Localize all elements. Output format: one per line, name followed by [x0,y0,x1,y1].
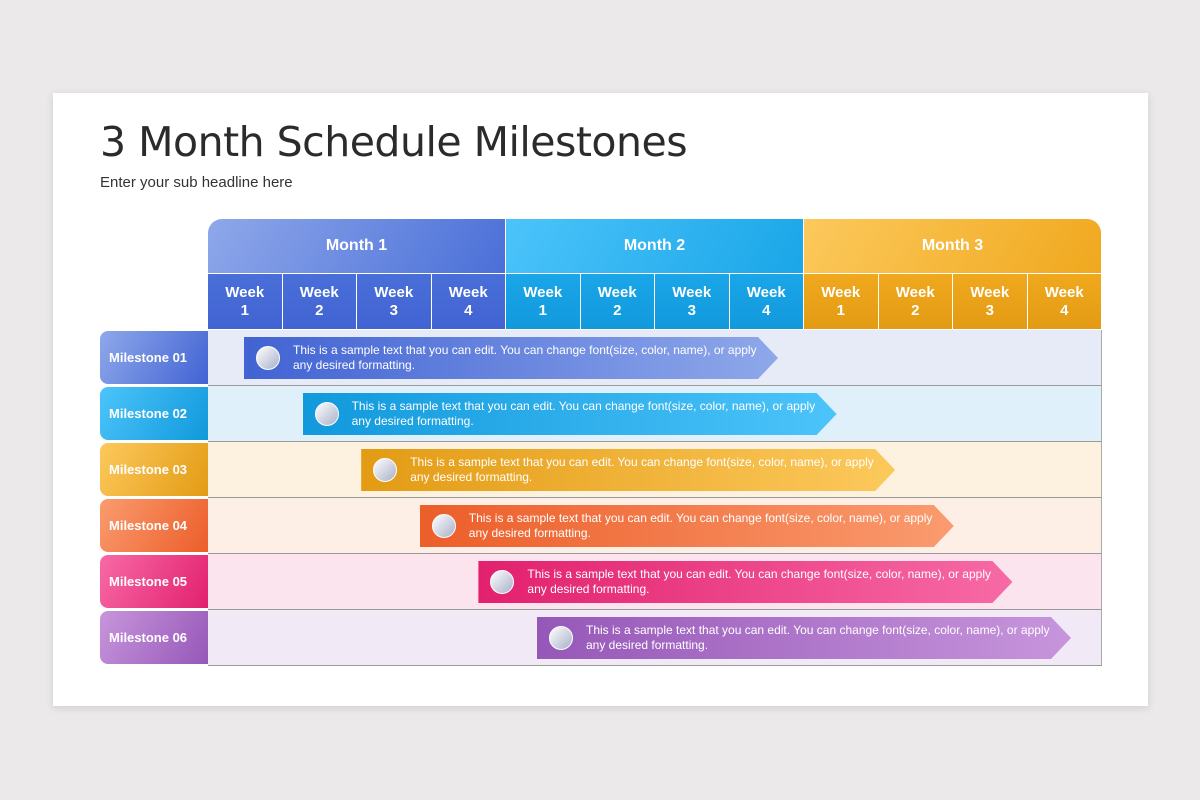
circle-icon [256,346,280,370]
week-header: Week 1 [506,274,580,329]
week-number: 3 [985,301,994,319]
week-word: Week [895,283,935,301]
circle-icon [373,458,397,482]
milestone-text: This is a sample text that you can edit.… [410,455,874,484]
milestone-label: Milestone 01 [100,331,208,384]
week-number: 1 [538,301,547,319]
week-header: Week 4 [729,274,803,329]
circle-icon [315,402,339,426]
subtitle: Enter your sub headline here [100,174,293,191]
milestone-label: Milestone 04 [100,499,208,552]
circle-icon [549,626,573,650]
week-number: 3 [687,301,696,319]
week-number: 3 [389,301,398,319]
week-word: Week [746,283,786,301]
milestone-text: This is a sample text that you can edit.… [527,567,991,596]
milestone-bar[interactable]: This is a sample text that you can edit.… [537,617,1071,659]
week-header: Week 1 [208,274,282,329]
week-header: Week 4 [1027,274,1101,329]
page-title: 3 Month Schedule Milestones [100,118,688,166]
week-number: 2 [911,301,920,319]
week-number: 4 [762,301,771,319]
month-header: Month 3 [804,219,1101,273]
milestone-text: This is a sample text that you can edit.… [586,623,1050,652]
week-word: Week [299,283,339,301]
week-header: Week 2 [282,274,356,329]
milestone-bar[interactable]: This is a sample text that you can edit.… [244,337,778,379]
week-header: Week 2 [878,274,952,329]
week-word: Week [597,283,637,301]
week-word: Week [225,283,265,301]
week-header: Week 3 [655,274,729,329]
week-header: Week 1 [804,274,878,329]
week-number: 4 [464,301,473,319]
milestone-label: Milestone 03 [100,443,208,496]
milestone-text: This is a sample text that you can edit.… [351,399,816,428]
week-header: Week 2 [580,274,654,329]
week-word: Week [970,283,1010,301]
milestone-text: This is a sample text that you can edit.… [468,511,933,540]
circle-icon [490,570,514,594]
week-number: 1 [836,301,845,319]
week-word: Week [672,283,712,301]
week-number: 1 [240,301,249,319]
week-number: 2 [613,301,622,319]
milestone-text: This is a sample text that you can edit.… [293,343,757,372]
milestone-bar[interactable]: This is a sample text that you can edit.… [420,505,954,547]
milestone-label: Milestone 05 [100,555,208,608]
week-word: Week [374,283,414,301]
week-word: Week [821,283,861,301]
milestone-bar[interactable]: This is a sample text that you can edit.… [478,561,1012,603]
week-header: Week 3 [953,274,1027,329]
month-header: Month 2 [506,219,803,273]
milestone-label: Milestone 02 [100,387,208,440]
milestone-label: Milestone 06 [100,611,208,664]
week-number: 4 [1060,301,1069,319]
week-word: Week [523,283,563,301]
week-header: Week 3 [357,274,431,329]
milestone-bar[interactable]: This is a sample text that you can edit.… [303,393,837,435]
circle-icon [432,514,456,538]
month-header: Month 1 [208,219,505,273]
milestone-bar[interactable]: This is a sample text that you can edit.… [361,449,895,491]
week-word: Week [448,283,488,301]
week-header: Week 4 [431,274,505,329]
week-number: 2 [315,301,324,319]
week-word: Week [1044,283,1084,301]
